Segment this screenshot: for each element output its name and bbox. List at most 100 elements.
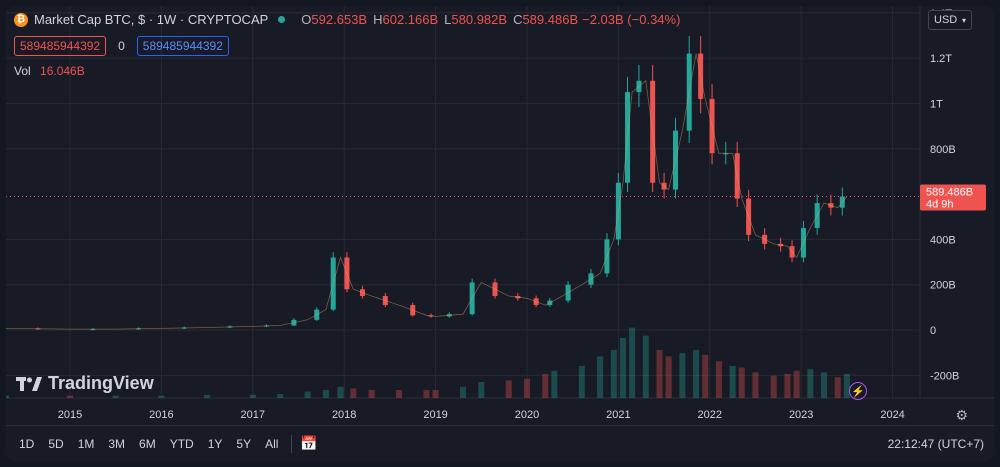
volume-bar: [249, 394, 256, 398]
x-tick-label: 2023: [789, 409, 813, 421]
volume-bar: [396, 390, 403, 398]
last-price-value: 589.486B: [926, 186, 973, 198]
volume-bar: [304, 391, 311, 398]
last-price-tag: [920, 184, 986, 211]
volume-bar: [423, 390, 430, 398]
volume-bar: [432, 390, 439, 398]
volume-bar: [460, 386, 466, 398]
y-tick-label: 0: [930, 325, 936, 337]
range-button-1y[interactable]: 1Y: [207, 436, 223, 451]
ohlc-values: O592.653B H602.166B L580.982B C589.486B: [299, 12, 582, 27]
range-button-5d[interactable]: 5D: [48, 436, 64, 451]
y-tick-label: 1.2T: [930, 53, 952, 65]
volume-bar: [478, 382, 485, 398]
input-left[interactable]: 589485944392: [14, 36, 107, 56]
lightning-icon[interactable]: ⚡: [849, 382, 867, 400]
volume-bar: [693, 350, 700, 398]
input-middle: 0: [118, 39, 125, 53]
volume-bar: [821, 372, 828, 398]
range-button-ytd[interactable]: YTD: [169, 436, 194, 451]
volume-bar: [715, 361, 722, 398]
volume-bar: [629, 327, 636, 398]
volume-bar: [665, 356, 672, 398]
y-tick-label: -200B: [930, 370, 959, 382]
volume-legend: Vol 16.046B: [14, 64, 85, 78]
x-tick-label: 2015: [58, 409, 82, 421]
volume-bar: [679, 353, 686, 398]
tradingview-logo-icon: [16, 376, 42, 391]
volume-label: Vol: [14, 64, 31, 78]
bar-countdown: 4d 9h: [926, 198, 954, 210]
range-button-1m[interactable]: 1M: [77, 436, 95, 451]
ohlc-key-h: H: [373, 12, 383, 27]
input-right[interactable]: 589485944392: [136, 36, 229, 56]
currency-select[interactable]: USD ▾: [928, 10, 972, 30]
ohlc-value-h: 602.166B: [382, 12, 439, 27]
market-status-icon: [278, 16, 286, 23]
logo-text: TradingView: [48, 373, 154, 393]
volume-bar: [368, 390, 375, 398]
volume-bar: [6, 395, 9, 398]
series-line: [6, 53, 848, 330]
y-tick-label: 1T: [930, 98, 943, 110]
volume-bar: [807, 369, 814, 398]
tradingview-logo: TradingView: [16, 373, 154, 394]
volume-bar: [578, 366, 585, 398]
range-button-5y[interactable]: 5Y: [236, 436, 252, 451]
clock[interactable]: 22:12:47 (UTC+7): [887, 436, 984, 451]
calendar-goto-icon[interactable]: 📅: [300, 435, 318, 451]
volume-bar: [702, 354, 709, 398]
volume-bar: [597, 356, 604, 398]
volume-bar: [551, 370, 558, 398]
candle-body: [723, 153, 729, 155]
symbol-title[interactable]: Market Cap BTC, $ · 1W · CRYPTOCAP: [34, 12, 269, 27]
symbol-header: ₿ Market Cap BTC, $ · 1W · CRYPTOCAP O59…: [14, 12, 684, 27]
ohlc-value-c: 589.486B: [522, 12, 579, 27]
volume-bar: [66, 395, 73, 398]
volume-bar: [793, 370, 800, 398]
x-tick-label: 2020: [515, 409, 539, 421]
volume-bar: [834, 377, 841, 398]
volume-bar: [350, 388, 357, 398]
volume-bar: [322, 390, 329, 398]
volume-bar: [277, 394, 284, 398]
y-tick-label: 200B: [930, 280, 956, 292]
range-button-1d[interactable]: 1D: [19, 436, 35, 451]
volume-bar: [337, 386, 344, 398]
x-tick-label: 2019: [423, 409, 447, 421]
x-tick-label: 2016: [149, 409, 173, 421]
range-button-3m[interactable]: 3M: [108, 436, 126, 451]
y-tick-label: 800B: [930, 144, 956, 156]
x-tick-label: 2024: [880, 409, 904, 421]
chevron-down-icon: ▾: [961, 15, 966, 25]
y-tick-label: 400B: [930, 234, 956, 246]
price-change: −2.03B (−0.34%): [582, 12, 681, 27]
x-tick-label: 2021: [606, 409, 630, 421]
volume-bar: [610, 350, 617, 398]
ohlc-value-l: 580.982B: [451, 12, 508, 27]
bitcoin-icon: ₿: [14, 12, 28, 27]
volume-value: 16.046B: [40, 64, 85, 78]
currency-label: USD: [934, 14, 958, 26]
volume-bar: [784, 374, 791, 398]
chart-frame: -200B0200B400B800B1T1.2T1.4T201520162017…: [6, 6, 994, 461]
bottom-toolbar: 1D 5D 1M 3M 6M YTD 1Y 5Y All 📅 22:12:47 (UTC+7): [6, 425, 994, 461]
candle-body: [90, 329, 96, 331]
volume-bar: [642, 335, 649, 398]
price-chart[interactable]: -200B0200B400B800B1T1.2T1.4T201520162017…: [6, 6, 994, 426]
volume-bar: [738, 367, 745, 398]
volume-bar: [843, 374, 850, 398]
volume-bar: [752, 372, 759, 398]
x-tick-label: 2017: [241, 409, 265, 421]
range-button-all[interactable]: All: [265, 436, 279, 451]
toolbar-divider: [291, 434, 293, 453]
ohlc-key-o: O: [301, 12, 312, 27]
ohlc-key-c: C: [513, 12, 523, 27]
ohlc-value-o: 592.653B: [311, 12, 368, 27]
volume-bar: [523, 378, 530, 398]
volume-bar: [542, 374, 549, 398]
range-button-6m[interactable]: 6M: [139, 436, 156, 451]
gear-icon[interactable]: ⚙: [955, 407, 968, 423]
volume-bar: [729, 366, 736, 398]
volume-bar: [619, 338, 626, 398]
